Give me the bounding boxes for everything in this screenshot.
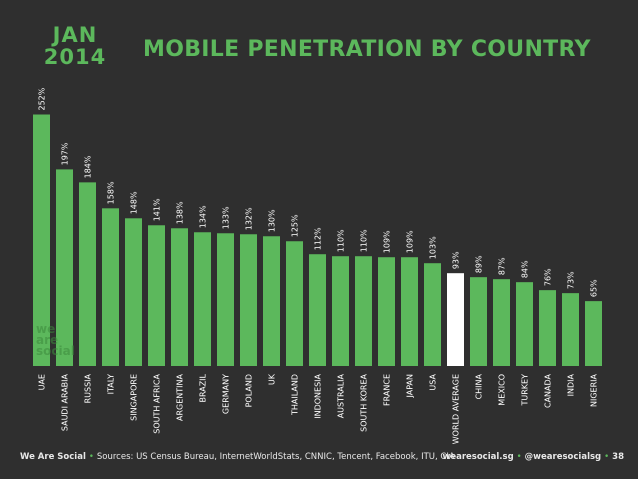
- bar-poland: [240, 234, 257, 366]
- bar-india: [562, 293, 579, 366]
- value-label: 109%: [406, 230, 415, 253]
- bar-turkey: [516, 282, 533, 366]
- bar-thailand: [286, 241, 303, 366]
- footer-left: We Are Social • Sources: US Census Bureau,…: [20, 452, 455, 462]
- category-label: GERMANY: [222, 374, 231, 414]
- footer-brand: We Are Social: [20, 452, 86, 462]
- value-label: 132%: [245, 207, 254, 230]
- category-label: SINGAPORE: [130, 374, 139, 421]
- category-label: MEXICO: [498, 374, 507, 406]
- bar-world-average: [447, 273, 464, 366]
- category-label: CHINA: [475, 373, 484, 399]
- value-label: 103%: [429, 236, 438, 259]
- separator-dot: •: [88, 452, 94, 462]
- category-label: NIGERIA: [590, 373, 599, 407]
- date-month: JAN: [52, 23, 98, 47]
- value-label: 112%: [314, 227, 323, 250]
- category-label: AUSTRALIA: [337, 373, 346, 418]
- bar-brazil: [194, 232, 211, 366]
- bar-indonesia: [309, 254, 326, 366]
- bar-china: [470, 277, 487, 366]
- separator-dot: •: [604, 452, 610, 462]
- value-label: 89%: [475, 255, 484, 273]
- category-label: INDIA: [567, 373, 576, 396]
- watermark-line: we: [36, 322, 56, 336]
- bar-canada: [539, 290, 556, 366]
- separator-dot: •: [516, 452, 522, 462]
- category-label: SAUDI ARABIA: [61, 373, 70, 431]
- category-label: FRANCE: [383, 374, 392, 406]
- value-label: 197%: [61, 142, 70, 165]
- category-label: CANADA: [544, 373, 553, 408]
- bar-australia: [332, 256, 349, 366]
- value-label: 93%: [452, 251, 461, 269]
- value-label: 184%: [84, 155, 93, 178]
- value-label: 87%: [498, 257, 507, 275]
- value-label: 65%: [590, 279, 599, 297]
- value-label: 73%: [567, 271, 576, 289]
- bar-japan: [401, 257, 418, 366]
- category-label: ITALY: [107, 374, 116, 394]
- footer-sources: Sources: US Census Bureau, InternetWorld…: [96, 452, 455, 462]
- value-label: 110%: [360, 229, 369, 252]
- date-year: 2014: [43, 45, 107, 69]
- bar-germany: [217, 233, 234, 366]
- category-label: UAE: [38, 374, 47, 390]
- footer-site[interactable]: wearesocial.sg: [442, 452, 514, 462]
- bar-singapore: [125, 218, 142, 366]
- bar-mexico: [493, 279, 510, 366]
- category-label: ARGENTINA: [176, 373, 185, 421]
- bar-chart: 252% UAE 197% SAUDI ARABIA 184% RUSSIA 158% ITA…: [33, 87, 602, 444]
- category-label: JAPAN: [406, 374, 415, 398]
- category-label: SOUTH AFRICA: [153, 373, 162, 433]
- bar-nigeria: [585, 301, 602, 366]
- bar-usa: [424, 263, 441, 366]
- bar-south-korea: [355, 256, 372, 366]
- category-label: WORLD AVERAGE: [452, 374, 461, 444]
- bar-saudi-arabia: [56, 169, 73, 366]
- footer-right: wearesocial.sg • @wearesocialsg • 38: [442, 452, 624, 462]
- date-block: JAN 2014: [34, 24, 116, 68]
- bar-italy: [102, 208, 119, 366]
- category-label: INDONESIA: [314, 373, 323, 418]
- category-label: USA: [429, 373, 438, 390]
- category-label: RUSSIA: [84, 373, 93, 403]
- bar-south-africa: [148, 225, 165, 366]
- bar-uae: [33, 114, 50, 366]
- value-label: 138%: [176, 201, 185, 224]
- value-label: 84%: [521, 260, 530, 278]
- category-label: BRAZIL: [199, 373, 208, 402]
- watermark-logo: we are social: [36, 322, 75, 358]
- watermark-line: are: [36, 333, 59, 347]
- value-label: 134%: [199, 205, 208, 228]
- value-label: 158%: [107, 181, 116, 204]
- category-label: POLAND: [245, 374, 254, 407]
- bar-argentina: [171, 228, 188, 366]
- value-label: 110%: [337, 229, 346, 252]
- category-label: UK: [268, 373, 277, 385]
- watermark-line: social: [36, 344, 75, 358]
- value-label: 76%: [544, 268, 553, 286]
- bar-russia: [79, 182, 96, 366]
- value-label: 130%: [268, 209, 277, 232]
- category-label: THAILAND: [291, 374, 300, 416]
- bar-uk: [263, 236, 280, 366]
- category-label: SOUTH KOREA: [360, 373, 369, 431]
- value-label: 125%: [291, 214, 300, 237]
- chart-title: MOBILE PENETRATION BY COUNTRY: [143, 37, 591, 62]
- value-label: 109%: [383, 230, 392, 253]
- bar-france: [378, 257, 395, 366]
- value-label: 252%: [38, 87, 47, 110]
- page-number: 38: [612, 452, 624, 462]
- value-label: 133%: [222, 206, 231, 229]
- category-label: TURKEY: [521, 374, 530, 407]
- value-label: 141%: [153, 198, 162, 221]
- footer: We Are Social • Sources: US Census Bureau,…: [0, 448, 638, 468]
- value-label: 148%: [130, 191, 139, 214]
- footer-handle[interactable]: @wearesocialsg: [524, 452, 602, 462]
